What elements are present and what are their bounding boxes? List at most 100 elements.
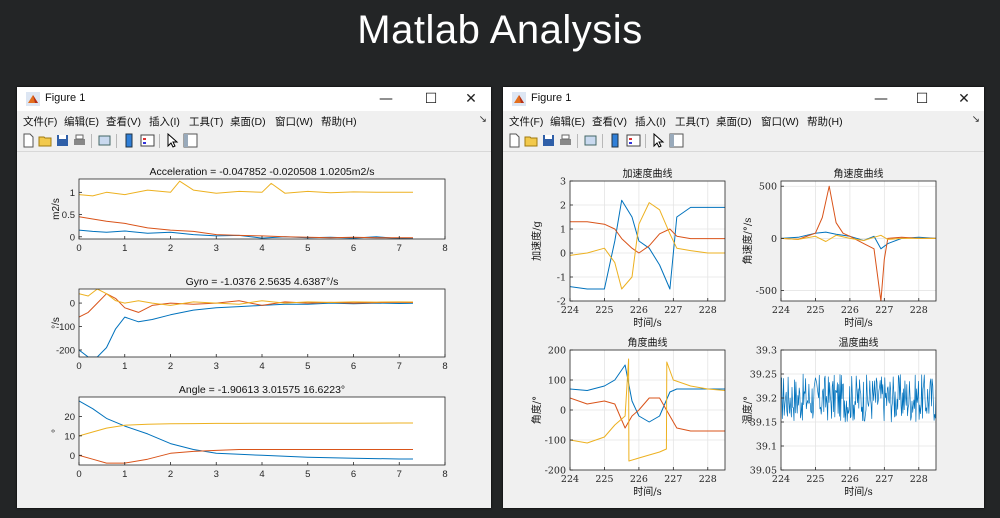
series-line-z bbox=[570, 202, 725, 290]
menu-edit[interactable]: 编辑(E) bbox=[550, 116, 585, 128]
save-icon[interactable] bbox=[541, 133, 556, 148]
maximize-button[interactable]: ☐ bbox=[424, 91, 438, 107]
x-tick-label: 228 bbox=[910, 305, 928, 316]
link-plot-icon[interactable] bbox=[583, 133, 598, 148]
y-axis-label: 温度/° bbox=[741, 396, 754, 424]
axes-title: Angle = -1.90613 3.01575 16.6223° bbox=[179, 384, 345, 396]
minimize-button[interactable]: — bbox=[379, 91, 393, 107]
x-tick-label: 5 bbox=[305, 243, 310, 254]
menu-file[interactable]: 文件(F) bbox=[23, 116, 58, 128]
y-tick-label: 10 bbox=[64, 431, 75, 442]
y-tick-label: 2 bbox=[560, 201, 566, 212]
menu-help[interactable]: 帮助(H) bbox=[321, 116, 357, 128]
y-tick-label: 39.2 bbox=[756, 394, 777, 405]
y-tick-label: 0.5 bbox=[62, 210, 75, 221]
axes-box bbox=[780, 180, 937, 302]
y-tick-label: 0 bbox=[70, 232, 75, 243]
y-tick-label: -2 bbox=[557, 297, 566, 308]
matlab-logo-icon bbox=[512, 92, 526, 106]
x-tick-label: 228 bbox=[699, 474, 717, 485]
figure-window-1: Figure 1 — ☐ ✕ 文件(F) 编辑(E) 查看(V) 插入(I) 工… bbox=[17, 87, 491, 508]
open-folder-icon[interactable] bbox=[524, 133, 539, 148]
toolbar-separator bbox=[159, 134, 160, 148]
x-tick-label: 0 bbox=[76, 361, 81, 372]
new-file-icon[interactable] bbox=[507, 133, 522, 148]
x-tick-label: 1 bbox=[122, 361, 127, 372]
y-tick-label: 39.1 bbox=[756, 442, 777, 453]
y-axis-label: 角度/° bbox=[530, 396, 543, 424]
menu-window[interactable]: 窗口(W) bbox=[761, 116, 799, 128]
property-editor-icon[interactable] bbox=[183, 133, 198, 148]
x-tick-label: 228 bbox=[699, 305, 717, 316]
title-bar[interactable]: Figure 1 — ☐ ✕ bbox=[17, 87, 491, 111]
menu-view[interactable]: 查看(V) bbox=[592, 116, 627, 128]
y-tick-label: 20 bbox=[64, 412, 75, 423]
series-line-x bbox=[79, 302, 414, 357]
legend-icon[interactable] bbox=[626, 133, 641, 148]
maximize-button[interactable]: ☐ bbox=[915, 91, 929, 107]
series-group bbox=[79, 180, 414, 239]
x-tick-label: 3 bbox=[214, 469, 219, 480]
menu-edit[interactable]: 编辑(E) bbox=[64, 116, 99, 128]
axes-title: Acceleration = -0.047852 -0.020508 1.020… bbox=[149, 166, 374, 178]
x-tick-label: 224 bbox=[772, 305, 790, 316]
menu-window[interactable]: 窗口(W) bbox=[275, 116, 313, 128]
y-tick-label: -500 bbox=[756, 286, 777, 297]
x-tick-label: 4 bbox=[259, 361, 264, 372]
y-tick-label: 0 bbox=[771, 234, 777, 245]
menu-bar: 文件(F) 编辑(E) 查看(V) 插入(I) 工具(T) 桌面(D) 窗口(W… bbox=[503, 111, 984, 131]
x-tick-label: 227 bbox=[875, 474, 893, 485]
close-button[interactable]: ✕ bbox=[465, 91, 477, 107]
toolbar-separator bbox=[602, 134, 603, 148]
axes-title: 角度曲线 bbox=[628, 336, 668, 349]
menu-tools[interactable]: 工具(T) bbox=[189, 116, 224, 128]
print-icon[interactable] bbox=[558, 133, 573, 148]
pointer-icon[interactable] bbox=[651, 133, 666, 148]
y-tick-label: -200 bbox=[545, 466, 566, 477]
menu-file[interactable]: 文件(F) bbox=[509, 116, 544, 128]
x-tick-label: 225 bbox=[806, 305, 824, 316]
dock-arrow-icon[interactable]: ↘ bbox=[971, 114, 980, 125]
series-line-x bbox=[570, 364, 725, 423]
axes-title: 加速度曲线 bbox=[623, 167, 673, 180]
pointer-icon[interactable] bbox=[165, 133, 180, 148]
menu-desktop[interactable]: 桌面(D) bbox=[716, 116, 752, 128]
x-tick-label: 228 bbox=[910, 474, 928, 485]
axes-background bbox=[79, 289, 445, 357]
dock-arrow-icon[interactable]: ↘ bbox=[478, 114, 487, 125]
y-tick-label: 100 bbox=[548, 376, 566, 387]
menu-desktop[interactable]: 桌面(D) bbox=[230, 116, 266, 128]
legend-icon[interactable] bbox=[140, 133, 155, 148]
property-editor-icon[interactable] bbox=[669, 133, 684, 148]
menu-view[interactable]: 查看(V) bbox=[106, 116, 141, 128]
print-icon[interactable] bbox=[72, 133, 87, 148]
x-tick-label: 8 bbox=[442, 469, 447, 480]
open-folder-icon[interactable] bbox=[38, 133, 53, 148]
x-tick-label: 2 bbox=[168, 243, 173, 254]
save-icon[interactable] bbox=[55, 133, 70, 148]
x-tick-label: 225 bbox=[806, 474, 824, 485]
menu-insert[interactable]: 插入(I) bbox=[635, 116, 666, 128]
menu-insert[interactable]: 插入(I) bbox=[149, 116, 180, 128]
new-file-icon[interactable] bbox=[21, 133, 36, 148]
menu-tools[interactable]: 工具(T) bbox=[675, 116, 710, 128]
link-plot-icon[interactable] bbox=[97, 133, 112, 148]
x-tick-label: 1 bbox=[122, 243, 127, 254]
menu-help[interactable]: 帮助(H) bbox=[807, 116, 843, 128]
y-axis-label: 角速度/°/s bbox=[741, 218, 754, 265]
axes-box bbox=[780, 349, 937, 471]
axes-box bbox=[569, 180, 726, 302]
window-title: Figure 1 bbox=[45, 92, 86, 104]
axes-2-4: 224 225 226 227 228 39.05 39.1 39.15 39.2 39.25 39… bbox=[741, 336, 937, 498]
y-tick-label: 39.3 bbox=[756, 346, 777, 357]
y-tick-label: 39.25 bbox=[750, 370, 777, 381]
minimize-button[interactable]: — bbox=[874, 91, 888, 107]
colorbar-icon[interactable] bbox=[122, 133, 137, 148]
title-bar[interactable]: Figure 1 — ☐ ✕ bbox=[503, 87, 984, 111]
x-tick-label: 2 bbox=[168, 469, 173, 480]
colorbar-icon[interactable] bbox=[608, 133, 623, 148]
close-button[interactable]: ✕ bbox=[958, 91, 970, 107]
figure-window-2: Figure 1 — ☐ ✕ 文件(F) 编辑(E) 查看(V) 插入(I) 工… bbox=[503, 87, 984, 508]
